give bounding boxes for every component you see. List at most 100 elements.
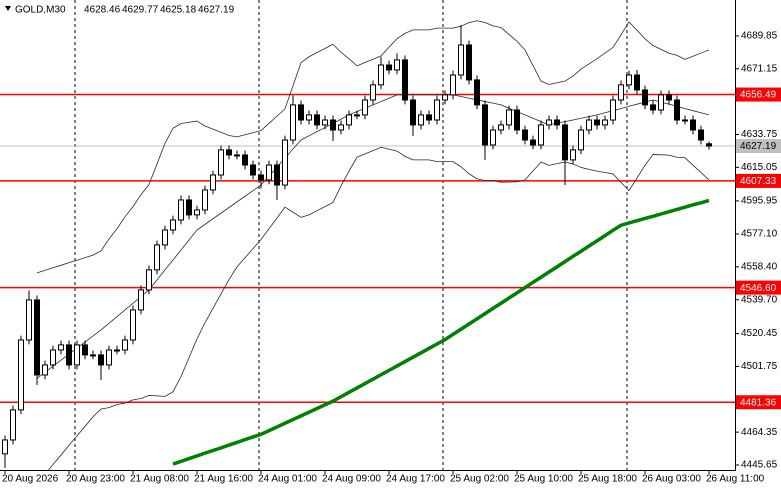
x-tick-label: 26 Aug 11:00	[706, 474, 765, 485]
candle-body	[626, 74, 632, 86]
candle-body	[666, 94, 672, 101]
candle-body	[546, 119, 552, 126]
candle-body	[586, 119, 592, 131]
y-tick-label: 4501.75	[741, 361, 778, 372]
candle-body	[634, 74, 640, 91]
x-tick-label: 20 Aug 23:00	[66, 474, 125, 485]
level-label-box	[736, 87, 781, 102]
candle-body	[250, 164, 256, 176]
candle-body	[2, 439, 8, 455]
candle-body	[82, 344, 88, 356]
x-tick-label: 26 Aug 03:00	[642, 474, 701, 485]
candle-body	[178, 199, 184, 221]
candle-body	[338, 124, 344, 131]
candle-body	[554, 119, 560, 126]
candle-body	[594, 119, 600, 126]
candle-body	[434, 99, 440, 121]
candle-body	[378, 64, 384, 86]
y-tick-label: 4633.75	[741, 129, 778, 140]
candle-body	[450, 74, 456, 96]
candle-body	[202, 189, 208, 211]
candle-body	[66, 344, 72, 366]
level-label: 4546.60	[740, 283, 777, 294]
candle-body	[682, 119, 688, 122]
level-label: 4481.36	[740, 397, 777, 408]
symbol-icon	[5, 6, 11, 11]
candle-body	[354, 114, 360, 117]
candle-body	[274, 164, 280, 186]
y-tick-label: 4671.15	[741, 63, 778, 74]
price-label: 4627.19	[740, 141, 777, 152]
candle-body	[362, 99, 368, 116]
y-tick-label: 4689.85	[741, 31, 778, 42]
candle-body	[218, 149, 224, 176]
x-tick-label: 24 Aug 09:00	[322, 474, 381, 485]
plot-area	[0, 0, 735, 470]
candle-body	[306, 114, 312, 121]
candle-body	[42, 364, 48, 376]
y-tick-label: 4464.35	[741, 427, 778, 438]
y-tick-label: 4595.95	[741, 196, 778, 207]
candle-body	[466, 44, 472, 81]
candle-body	[602, 119, 608, 126]
x-tick-label: 24 Aug 17:00	[386, 474, 445, 485]
candle-body	[530, 139, 536, 146]
y-tick-label: 4558.40	[741, 262, 778, 273]
candle-body	[658, 94, 664, 111]
candle-body	[58, 344, 64, 351]
header-close: 4627.19	[198, 5, 235, 16]
candle-body	[514, 109, 520, 131]
candle-body	[90, 354, 96, 357]
candle-body	[370, 84, 376, 101]
y-tick-label: 4615.05	[741, 162, 778, 173]
candle-body	[242, 154, 248, 166]
candle-body	[386, 64, 392, 71]
moving-average	[172, 198, 710, 466]
x-tick-label: 20 Aug 2026	[2, 474, 59, 485]
candle-body	[706, 143, 712, 147]
candle-body	[674, 99, 680, 121]
candle-body	[482, 104, 488, 146]
candle-body	[290, 104, 296, 141]
x-tick-label: 21 Aug 08:00	[130, 474, 189, 485]
candle-body	[442, 94, 448, 101]
y-tick-label: 4539.70	[741, 294, 778, 305]
candle-body	[18, 339, 24, 411]
candle-body	[642, 89, 648, 106]
candle-body	[578, 129, 584, 151]
header-high: 4629.77	[122, 5, 159, 16]
candle-body	[346, 114, 352, 126]
candle-body	[34, 299, 40, 376]
candle-body	[690, 119, 696, 131]
candle-body	[562, 124, 568, 161]
candle-body	[322, 119, 328, 126]
price-label-box	[736, 139, 781, 154]
candle-body	[402, 59, 408, 101]
candle-body	[226, 149, 232, 156]
candle-body	[50, 349, 56, 366]
candle-body	[282, 139, 288, 186]
chart-title: GOLD,M30	[15, 5, 66, 16]
candle-body	[154, 244, 160, 271]
candle-body	[538, 124, 544, 146]
candle-body	[266, 164, 272, 181]
candle-body	[138, 289, 144, 311]
level-label-box	[736, 395, 781, 410]
candle-body	[98, 354, 104, 366]
level-label: 4607.33	[740, 176, 777, 187]
header-low: 4625.18	[160, 5, 197, 16]
y-tick-label: 4577.10	[741, 229, 778, 240]
candle-body	[122, 339, 128, 351]
candle-body	[570, 149, 576, 161]
candle-body	[394, 59, 400, 71]
candle-body	[698, 129, 704, 141]
candle-body	[330, 119, 336, 131]
candle-body	[490, 129, 496, 146]
level-label: 4656.49	[740, 90, 777, 101]
candle-body	[74, 344, 80, 366]
candle-body	[130, 309, 136, 341]
